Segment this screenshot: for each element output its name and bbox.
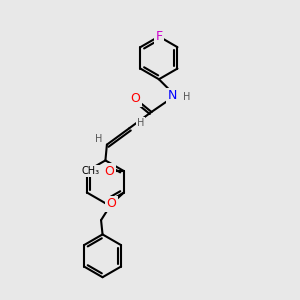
Text: H: H	[95, 134, 102, 144]
Text: O: O	[130, 92, 140, 105]
Text: F: F	[155, 30, 163, 43]
Text: H: H	[137, 118, 144, 128]
Text: CH₃: CH₃	[81, 166, 99, 176]
Text: O: O	[106, 197, 116, 210]
Text: N: N	[168, 89, 177, 102]
Text: H: H	[183, 92, 190, 102]
Text: O: O	[104, 165, 114, 178]
